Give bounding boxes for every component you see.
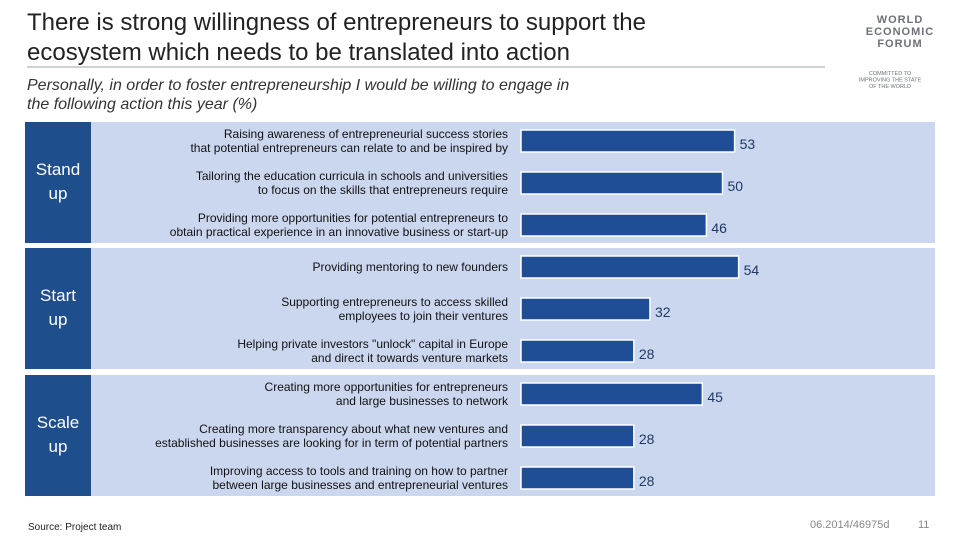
category-label: employees to join their ventures [339, 309, 508, 323]
group-label: Scale up [36, 413, 80, 456]
group-label: Start up [40, 286, 76, 329]
bar [520, 339, 635, 363]
logo-text: ECONOMIC [866, 26, 935, 38]
logo-tagline: COMMITTED TO [869, 71, 912, 77]
bar [520, 171, 724, 195]
group-band [25, 375, 935, 496]
subtitle: the following action this year (%) [27, 96, 257, 113]
value-label: 46 [711, 220, 727, 236]
category-label: Providing mentoring to new founders [313, 260, 508, 274]
category-label: between large businesses and entrepreneu… [212, 478, 508, 492]
logo-tagline: IMPROVING THE STATE [859, 78, 922, 84]
source: Source: Project team [28, 522, 121, 533]
category-label: Improving access to tools and training o… [210, 464, 508, 478]
category-label: obtain practical experience in an innova… [170, 225, 509, 239]
value-label: 50 [728, 178, 744, 194]
category-label: Creating more opportunities for entrepre… [265, 380, 508, 394]
bar [520, 424, 635, 448]
group-band [25, 248, 935, 369]
page-number: 11 [918, 519, 929, 531]
title: There is strong willingness of entrepren… [27, 9, 646, 36]
value-label: 28 [639, 473, 655, 489]
bar [520, 213, 708, 237]
logo-text: WORLD [877, 14, 924, 26]
category-label: that potential entrepreneurs can relate … [190, 141, 508, 155]
bar [520, 255, 740, 279]
group-label: Stand up [35, 160, 81, 203]
category-label: Supporting entrepreneurs to access skill… [281, 295, 508, 309]
category-label: established businesses are looking for i… [155, 436, 508, 450]
group-box [25, 122, 91, 243]
bar [520, 382, 704, 406]
doc-code: 06.2014/46975d [810, 519, 890, 531]
logo-tagline: OF THE WORLD [869, 84, 911, 90]
group-box [25, 375, 91, 496]
category-label: Providing more opportunities for potenti… [198, 211, 509, 225]
category-label: Creating more transparency about what ne… [199, 422, 508, 436]
value-label: 32 [655, 304, 671, 320]
subtitle: Personally, in order to foster entrepren… [27, 77, 569, 94]
category-label: and large businesses to network [336, 394, 509, 408]
category-label: to focus on the skills that entrepreneur… [258, 183, 508, 197]
category-label: Tailoring the education curricula in sch… [196, 169, 508, 183]
bar [520, 297, 651, 321]
bar [520, 466, 635, 490]
value-label: 45 [707, 389, 723, 405]
value-label: 28 [639, 346, 655, 362]
value-label: 53 [740, 136, 756, 152]
title: ecosystem which needs to be translated i… [27, 39, 570, 66]
group-box [25, 248, 91, 369]
category-label: Raising awareness of entrepreneurial suc… [224, 127, 508, 141]
category-label: Helping private investors "unlock" capit… [237, 337, 508, 351]
group-band [25, 122, 935, 243]
bar [520, 129, 736, 153]
logo-text: FORUM [877, 38, 922, 50]
category-label: and direct it towards venture markets [311, 351, 508, 365]
value-label: 28 [639, 431, 655, 447]
value-label: 54 [744, 262, 760, 278]
